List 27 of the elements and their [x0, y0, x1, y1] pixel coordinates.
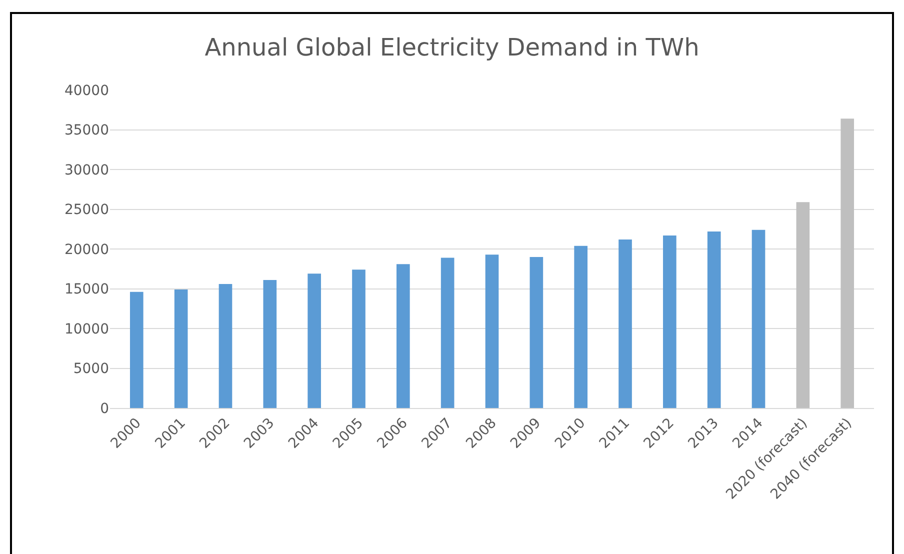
- bar: [396, 264, 410, 408]
- bar: [663, 235, 676, 408]
- y-tick-label: 20000: [64, 242, 109, 258]
- y-tick-label: 15000: [64, 282, 109, 298]
- bar: [263, 280, 277, 408]
- bar: [130, 292, 144, 408]
- bar: [174, 290, 188, 408]
- bar: [574, 246, 588, 408]
- bar: [218, 284, 232, 408]
- bar: [530, 256, 544, 408]
- y-tick-label: 0: [100, 400, 109, 417]
- y-tick-label: 30000: [64, 162, 109, 178]
- bar: [796, 202, 810, 408]
- bar: [440, 258, 454, 408]
- y-tick-label: 35000: [64, 122, 109, 139]
- bar: [308, 274, 321, 408]
- bar: [752, 230, 766, 408]
- y-tick-label: 10000: [64, 321, 109, 338]
- y-tick-label: 5000: [73, 361, 109, 378]
- bar: [618, 239, 632, 408]
- y-tick-label: 40000: [64, 82, 109, 99]
- y-tick-label: 25000: [64, 202, 109, 218]
- chart-title: Annual Global Electricity Demand in TWh: [204, 34, 700, 62]
- bar: [352, 270, 366, 408]
- bar: [485, 254, 499, 408]
- bar: [840, 118, 854, 408]
- bar: [707, 232, 721, 408]
